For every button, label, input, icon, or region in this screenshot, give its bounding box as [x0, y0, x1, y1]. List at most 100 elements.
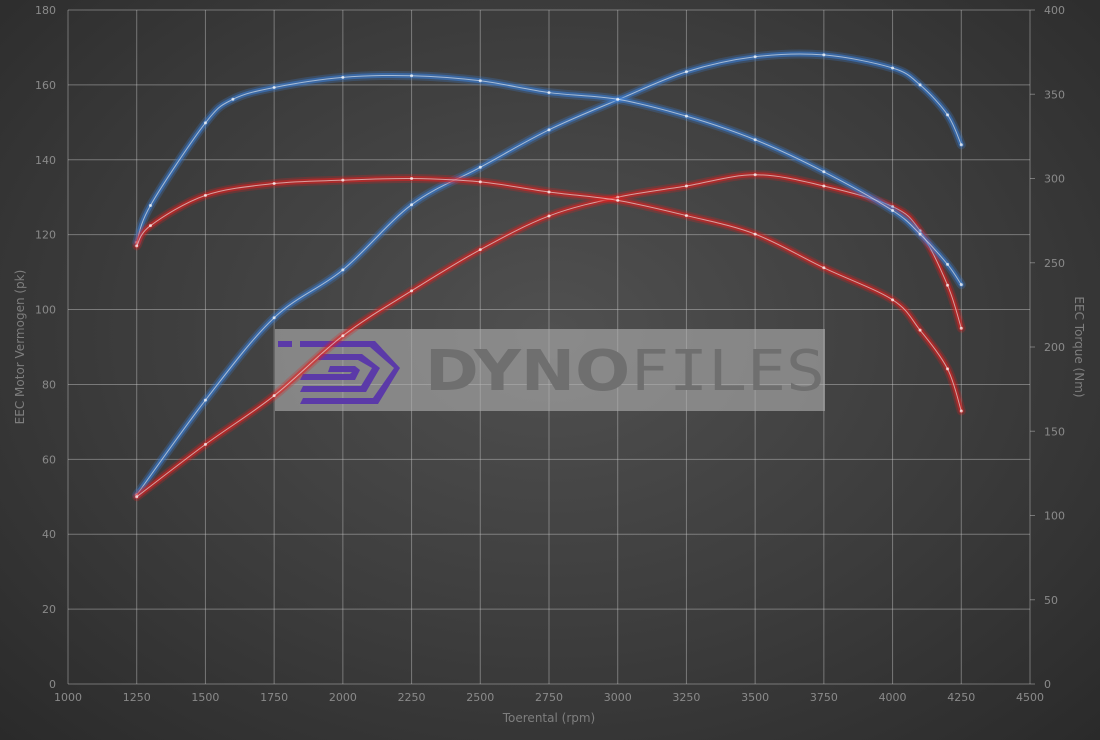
data-point — [410, 74, 414, 78]
data-point — [547, 91, 551, 95]
x-tick-label: 3750 — [810, 691, 838, 704]
data-point — [231, 97, 235, 101]
data-point — [822, 53, 826, 57]
y-tick-label: 100 — [35, 304, 56, 317]
data-point — [753, 232, 757, 236]
data-point — [918, 83, 922, 87]
grid — [67, 9, 1035, 685]
series-3-torque — [132, 173, 966, 416]
data-point — [822, 170, 826, 174]
series-line — [136, 177, 962, 412]
data-point — [547, 128, 551, 132]
x-tick-label: 3500 — [741, 691, 769, 704]
y-tick-label: 40 — [42, 528, 56, 541]
data-point — [753, 173, 757, 177]
y2-tick-label: 300 — [1044, 173, 1065, 186]
y-tick-label: 0 — [49, 678, 56, 691]
series-2-torque — [132, 70, 966, 290]
data-point — [410, 203, 414, 207]
data-point — [410, 289, 414, 293]
data-point — [959, 283, 963, 287]
data-point — [547, 190, 551, 194]
data-point — [478, 248, 482, 252]
y-axis-label: EEC Motor Vermogen (pk) — [13, 270, 27, 425]
data-point — [891, 298, 895, 302]
data-point — [684, 184, 688, 188]
x-tick-label: 1750 — [260, 691, 288, 704]
y2-tick-label: 150 — [1044, 425, 1065, 438]
y2-tick-label: 50 — [1044, 594, 1058, 607]
curves — [132, 49, 966, 502]
data-point — [822, 184, 826, 188]
data-point — [684, 70, 688, 74]
data-point — [148, 203, 152, 207]
y2-tick-label: 0 — [1044, 678, 1051, 691]
x-tick-label: 4250 — [947, 691, 975, 704]
data-point — [616, 198, 620, 202]
data-point — [203, 121, 207, 125]
data-point — [272, 316, 276, 320]
y2-tick-label: 400 — [1044, 4, 1065, 17]
data-point — [822, 266, 826, 270]
data-point — [684, 114, 688, 118]
x-tick-label: 1250 — [123, 691, 151, 704]
x-tick-label: 4500 — [1016, 691, 1044, 704]
data-point — [135, 495, 139, 499]
data-point — [341, 75, 345, 79]
data-point — [478, 79, 482, 83]
data-point — [616, 97, 620, 101]
data-point — [946, 367, 950, 371]
y-tick-label: 60 — [42, 453, 56, 466]
data-point — [478, 180, 482, 184]
x-tick-label: 3250 — [672, 691, 700, 704]
x-tick-label: 3000 — [604, 691, 632, 704]
data-point — [753, 55, 757, 59]
data-point — [341, 268, 345, 272]
data-point — [341, 334, 345, 338]
y-tick-label: 160 — [35, 79, 56, 92]
data-point — [946, 113, 950, 117]
data-point — [946, 262, 950, 266]
y2-tick-label: 100 — [1044, 510, 1065, 523]
x-tick-label: 2000 — [329, 691, 357, 704]
data-point — [203, 398, 207, 402]
data-point — [918, 232, 922, 236]
data-point — [753, 138, 757, 142]
data-point — [203, 193, 207, 197]
data-point — [148, 224, 152, 228]
series-1-power — [132, 170, 966, 502]
data-point — [891, 66, 895, 70]
data-point — [341, 178, 345, 182]
x-tick-label: 4000 — [879, 691, 907, 704]
data-point — [410, 177, 414, 180]
watermark: DYNO FILES — [275, 329, 825, 411]
x-tick-label: 2750 — [535, 691, 563, 704]
x-tick-label: 2250 — [398, 691, 426, 704]
y2-axis-label: EEC Torque (Nm) — [1072, 296, 1086, 397]
data-point — [891, 209, 895, 213]
series-line — [136, 174, 962, 498]
series-0-power — [132, 49, 966, 500]
data-point — [135, 244, 139, 248]
x-tick-label: 1000 — [54, 691, 82, 704]
data-point — [918, 328, 922, 332]
y2-tick-label: 200 — [1044, 341, 1065, 354]
data-point — [547, 214, 551, 218]
y-tick-label: 20 — [42, 603, 56, 616]
y-tick-label: 180 — [35, 4, 56, 17]
y2-tick-label: 250 — [1044, 257, 1065, 270]
data-point — [959, 326, 963, 330]
y-tick-label: 120 — [35, 229, 56, 242]
tick-labels: 1000 1250 1500 1750 2000 2250 2500 2750 3000 3250… — [35, 4, 1065, 704]
y2-tick-label: 350 — [1044, 88, 1065, 101]
data-point — [203, 442, 207, 446]
data-point — [478, 165, 482, 169]
x-tick-label: 1500 — [191, 691, 219, 704]
x-tick-label: 2500 — [466, 691, 494, 704]
data-point — [959, 143, 963, 147]
y-tick-label: 140 — [35, 154, 56, 167]
data-point — [684, 214, 688, 218]
data-point — [272, 182, 276, 186]
